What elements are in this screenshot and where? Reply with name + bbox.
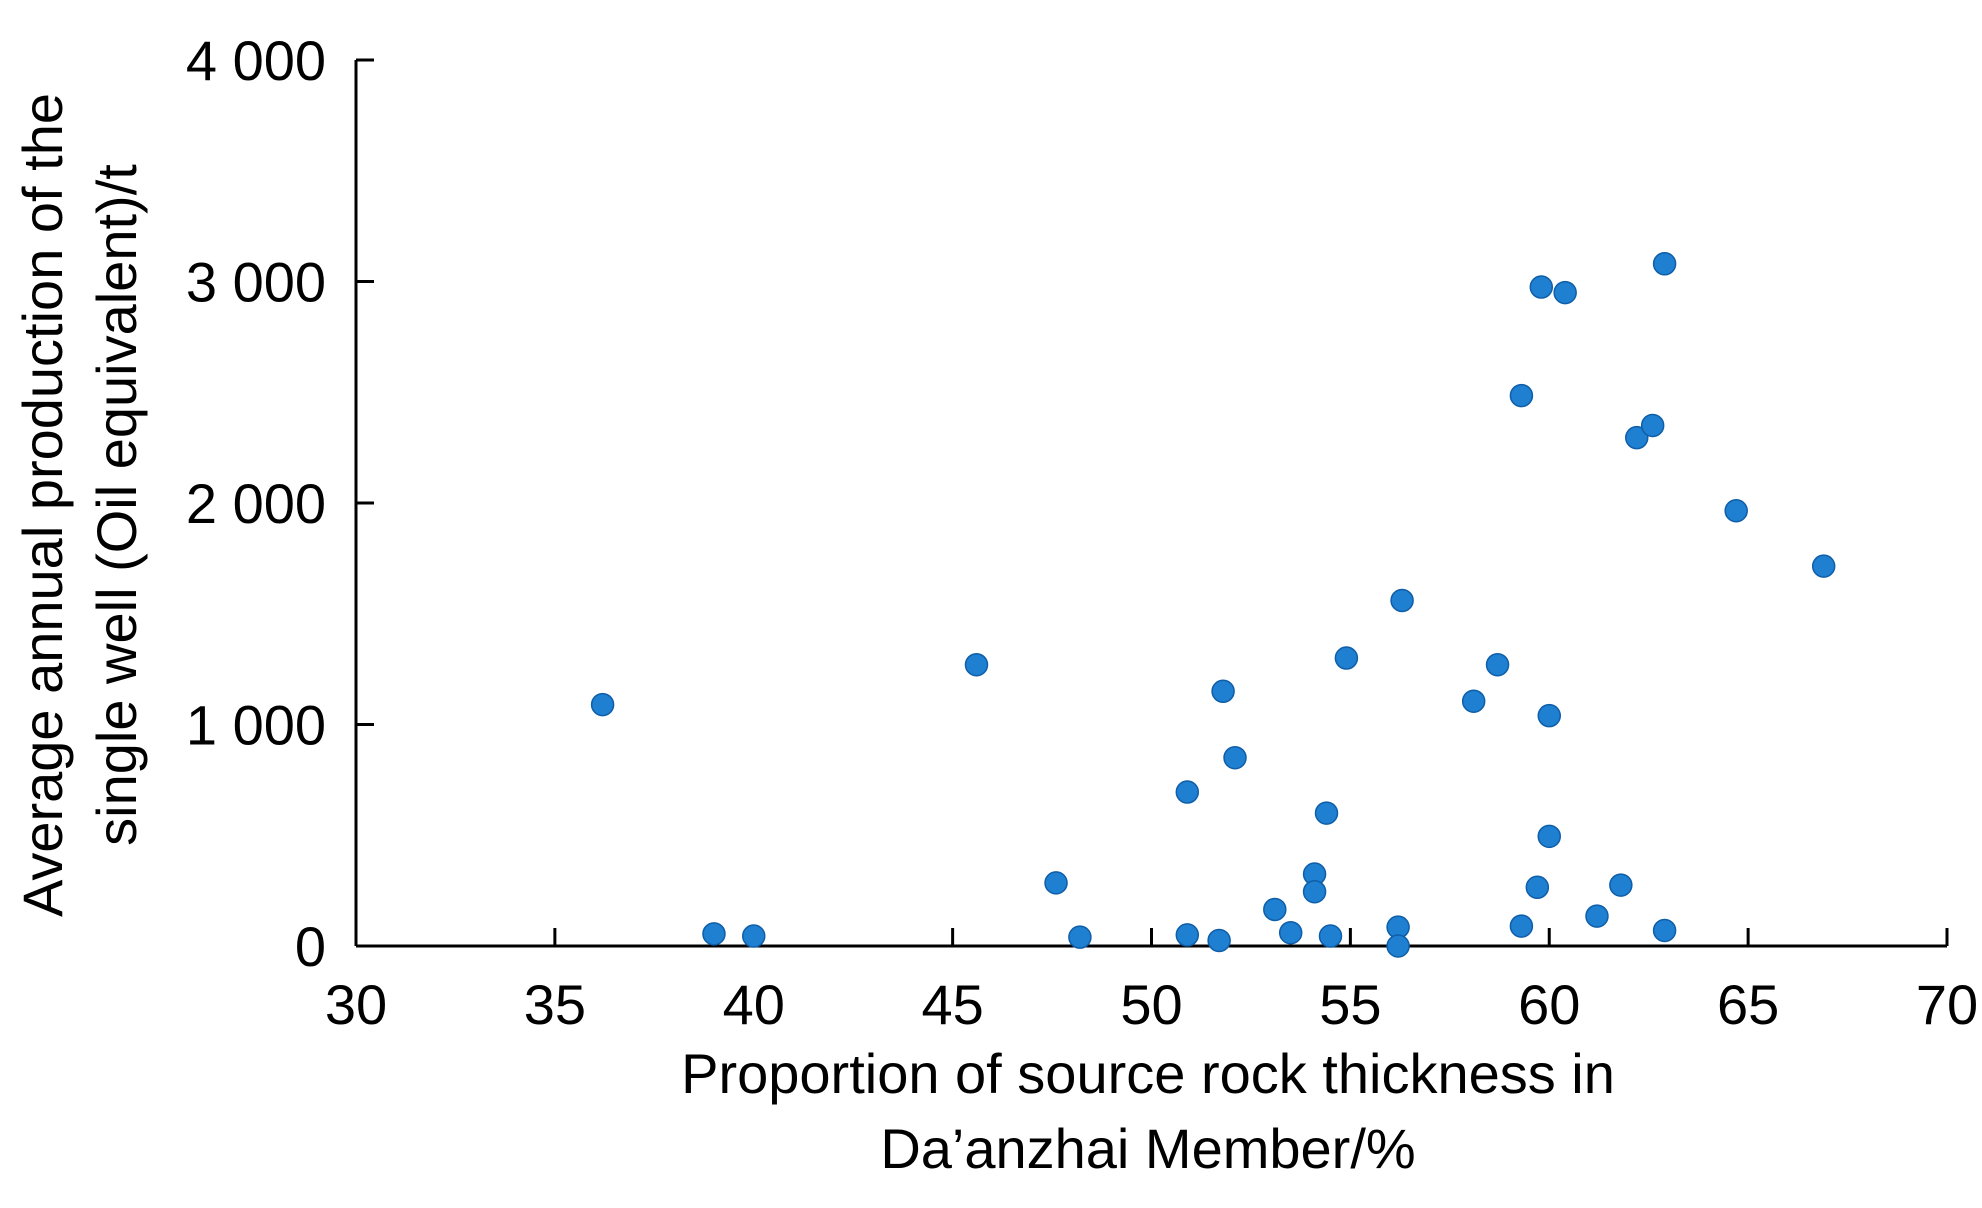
y-tick-label: 2 000: [186, 472, 326, 535]
data-point: [1314, 801, 1339, 825]
x-tick-label: 55: [1319, 973, 1381, 1036]
data-point: [1609, 873, 1633, 897]
x-tick-label: 50: [1120, 973, 1182, 1036]
data-point: [1509, 383, 1534, 408]
data-point: [964, 652, 989, 677]
data-point: [1537, 824, 1561, 849]
data-point: [1640, 413, 1665, 438]
y-axis-title-line-1: Average annual production of the: [11, 93, 74, 917]
data-point: [1537, 703, 1561, 728]
x-tick-label: 70: [1916, 973, 1978, 1036]
data-point: [1652, 252, 1677, 276]
data-point: [1211, 679, 1235, 704]
data-point: [1044, 871, 1068, 895]
y-tick-label: 4 000: [186, 29, 326, 92]
x-tick-label: 60: [1518, 973, 1580, 1036]
data-point: [1223, 745, 1247, 770]
data-point: [1175, 780, 1200, 804]
data-point: [1175, 923, 1200, 947]
data-point: [702, 922, 726, 946]
data-point: [1811, 554, 1836, 578]
data-point: [1724, 499, 1748, 523]
data-point: [1509, 914, 1534, 938]
x-tick-label: 65: [1717, 973, 1779, 1036]
y-tick-label: 1 000: [186, 694, 326, 757]
x-axis-title-line-2: Da’anzhai Member/%: [880, 1117, 1415, 1180]
data-point: [1386, 934, 1410, 958]
data-point: [1585, 904, 1609, 928]
y-tick-group: 0 1 000 2 000 3 000 4 000: [186, 29, 374, 978]
data-point: [1553, 280, 1577, 305]
x-tick-group: 30 35 40 45 50 55 60 65 70: [325, 928, 1978, 1036]
data-point: [1207, 928, 1231, 953]
x-tick-label: 30: [325, 973, 387, 1036]
data-point: [1068, 925, 1092, 949]
data-point: [1485, 652, 1510, 677]
data-point: [1334, 646, 1359, 670]
data-point: [742, 924, 766, 948]
data-point: [1263, 897, 1287, 922]
data-point: [1318, 924, 1343, 948]
x-tick-label: 35: [524, 973, 586, 1036]
x-axis-title-line-1: Proportion of source rock thickness in: [681, 1042, 1615, 1105]
data-point: [590, 692, 615, 717]
data-point: [1652, 918, 1677, 943]
x-tick-label: 40: [723, 973, 785, 1036]
data-point: [1525, 875, 1550, 900]
data-point: [1278, 920, 1303, 945]
data-point: [1461, 689, 1486, 713]
data-point: [1529, 275, 1554, 299]
x-axis-title: Proportion of source rock thickness in D…: [681, 1042, 1615, 1180]
y-axis-title-line-2: single well (Oil equivalent)/t: [85, 164, 148, 846]
data-point: [1302, 879, 1327, 904]
data-point: [1625, 425, 1649, 450]
y-axis-title: Average annual production of the single …: [11, 93, 148, 917]
data-points: [590, 252, 1836, 958]
y-tick-label: 0: [295, 915, 326, 978]
y-tick-label: 3 000: [186, 251, 326, 314]
x-tick-label: 45: [921, 973, 983, 1036]
data-point: [1390, 588, 1414, 613]
